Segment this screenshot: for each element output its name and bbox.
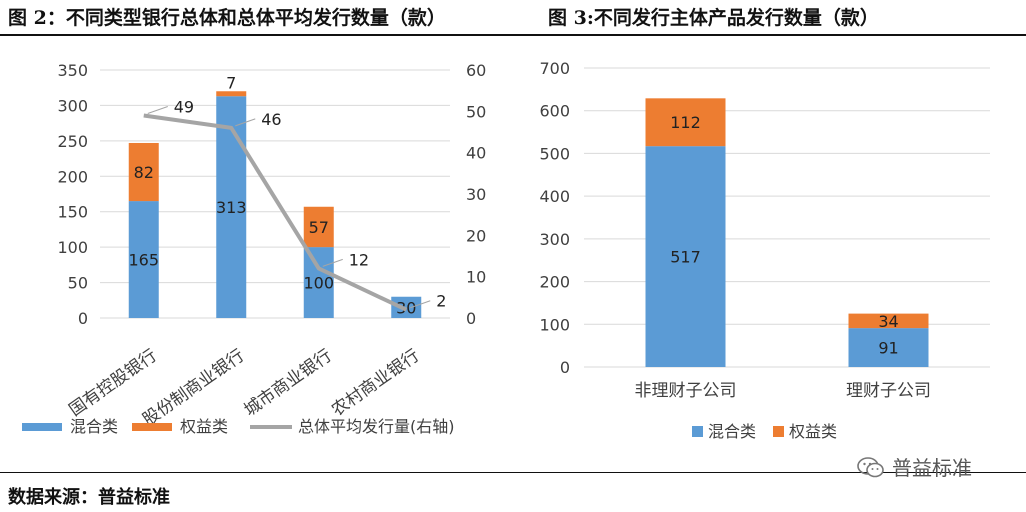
issuer-chart: 0 100 200 300 400 500 600 700 517 112 非理财子公司 91 34 理财… [539, 59, 990, 441]
legend-swatch-equity [773, 426, 784, 437]
leader-line [235, 118, 256, 127]
wechat-icon [857, 456, 884, 477]
bar-label-equity: 7 [226, 73, 236, 92]
chart-title-right: 图 3:不同发行主体产品发行数量（款） [548, 7, 879, 29]
source-note: 数据来源：普益标准 [8, 487, 170, 508]
bar-mixed [216, 96, 247, 319]
bar-label-mixed: 165 [128, 251, 159, 270]
y2-tick-label: 20 [466, 226, 486, 245]
y-tick-label: 200 [57, 167, 88, 186]
y-tick-label: 100 [539, 315, 570, 334]
watermark: 普益标准 [856, 452, 972, 481]
bottom-rule [0, 472, 1026, 473]
y-tick-label: 100 [57, 238, 88, 257]
y2-tick-label: 10 [466, 268, 486, 287]
y2-tick-label: 60 [466, 61, 486, 80]
x-tick-label: 理财子公司 [846, 381, 931, 401]
line-label: 12 [349, 250, 369, 269]
leader-line [410, 300, 431, 309]
bar-mixed [645, 146, 726, 367]
line-label: 49 [174, 97, 194, 116]
bar-mixed [303, 247, 334, 318]
legend-label-mixed: 混合类 [70, 417, 118, 436]
chart-title-left: 图 2：不同类型银行总体和总体平均发行数量（款） [8, 7, 446, 29]
y-tick-label: 50 [68, 274, 88, 293]
bank-type-chart: 050100150200250300350010203040506016582国… [22, 61, 486, 436]
bar-equity [303, 206, 334, 248]
bar-label-mixed: 91 [878, 339, 898, 358]
bar-equity [216, 91, 247, 97]
y-tick-label: 300 [57, 96, 88, 115]
legend-label-mixed: 混合类 [708, 422, 756, 441]
legend-swatch-equity [132, 423, 172, 431]
top-rule [0, 34, 1026, 36]
y-tick-label: 200 [539, 273, 570, 292]
y-tick-label: 350 [57, 61, 88, 80]
line-label: 46 [261, 110, 281, 129]
y-tick-label: 600 [539, 102, 570, 121]
y-tick-label: 700 [539, 59, 570, 78]
y-tick-label: 300 [539, 230, 570, 249]
legend-label-equity: 权益类 [180, 417, 228, 436]
legend-label-average: 总体平均发行量(右轴) [298, 417, 455, 436]
y-tick-label: 0 [78, 309, 88, 328]
bar-equity [128, 142, 159, 202]
y2-tick-label: 40 [466, 144, 486, 163]
watermark-text: 普益标准 [892, 456, 972, 480]
bar-mixed [128, 201, 159, 318]
legend-label-equity: 权益类 [789, 422, 837, 441]
bar-equity [848, 313, 929, 329]
line-label: 2 [436, 292, 446, 311]
y2-tick-label: 50 [466, 102, 486, 121]
legend-swatch-mixed [22, 423, 62, 431]
bar-label-mixed: 100 [303, 274, 334, 293]
bar-label-mixed: 313 [216, 198, 247, 217]
bar-label-mixed: 517 [670, 248, 701, 267]
x-tick-label: 非理财子公司 [635, 381, 737, 401]
bar-label-equity: 57 [309, 218, 329, 237]
y-tick-label: 500 [539, 144, 570, 163]
bar-mixed [391, 296, 422, 318]
legend-swatch-mixed [692, 426, 703, 437]
leader-line [147, 105, 168, 114]
bar-label-equity: 112 [670, 113, 701, 132]
leader-line [322, 258, 343, 267]
y2-tick-label: 0 [466, 309, 476, 328]
bar-mixed [848, 328, 929, 367]
average-line [143, 113, 408, 312]
y-tick-label: 150 [57, 203, 88, 222]
bar-label-equity: 34 [878, 312, 898, 331]
bar-label-equity: 82 [134, 163, 154, 182]
y-tick-label: 0 [560, 358, 570, 377]
bar-equity [645, 98, 726, 147]
y-tick-label: 250 [57, 132, 88, 151]
y2-tick-label: 30 [466, 185, 486, 204]
y-tick-label: 400 [539, 187, 570, 206]
